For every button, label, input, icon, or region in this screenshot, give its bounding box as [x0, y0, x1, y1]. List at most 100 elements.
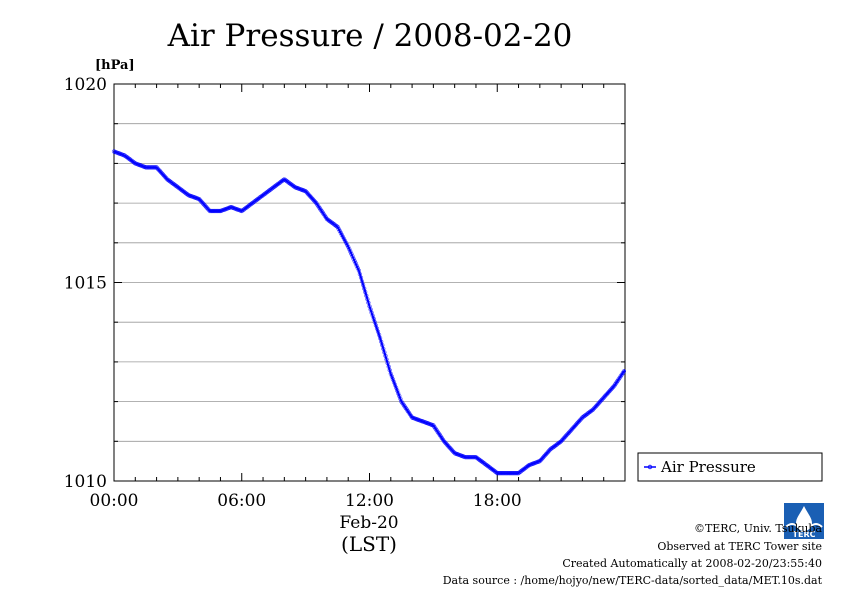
- series-point: [496, 471, 501, 476]
- series-point: [507, 471, 513, 476]
- y-tick-label-1010: 1010: [64, 472, 107, 492]
- series-point: [609, 387, 614, 392]
- series-point: [441, 439, 447, 444]
- series-point: [621, 369, 627, 374]
- series-point: [444, 441, 449, 446]
- series-point: [574, 421, 580, 426]
- series-point: [153, 165, 158, 170]
- series-point: [385, 361, 390, 366]
- series-point: [538, 457, 544, 463]
- series-point: [571, 424, 577, 430]
- series-point: [540, 455, 546, 460]
- series-point: [563, 434, 568, 439]
- series-point: [144, 165, 150, 170]
- y-tick-label-1015: 1015: [64, 274, 107, 294]
- series-point: [558, 439, 564, 444]
- series-point: [577, 419, 582, 424]
- series-point: [154, 165, 159, 170]
- y-tick-label-1020: 1020: [64, 75, 107, 95]
- legend-swatch-marker: [647, 464, 653, 470]
- series-point: [601, 395, 606, 400]
- y-tick-labels: 1010 1015 1020: [64, 75, 107, 492]
- series-point: [501, 471, 506, 476]
- series-point: [596, 401, 601, 406]
- series-point: [572, 423, 578, 428]
- series-point: [607, 388, 613, 393]
- series-point: [390, 377, 396, 382]
- series-point: [469, 455, 474, 460]
- series-point: [204, 205, 209, 210]
- x-tick-label-0000: 00:00: [90, 491, 139, 511]
- series-point: [347, 247, 352, 252]
- series-point: [157, 168, 162, 173]
- series-point: [387, 368, 392, 373]
- series-point: [305, 191, 310, 196]
- series-point: [511, 471, 516, 476]
- series-point: [610, 386, 615, 391]
- series-point: [351, 256, 356, 261]
- series-point: [363, 289, 368, 295]
- series-point: [463, 455, 468, 460]
- series-point: [207, 208, 212, 214]
- series-point: [355, 266, 360, 271]
- series-point: [590, 407, 596, 412]
- series-point: [291, 184, 297, 189]
- series-point: [564, 433, 569, 438]
- series-point: [595, 402, 600, 407]
- chart-title: Air Pressure / 2008-02-20: [167, 18, 573, 54]
- y-axis-label: [hPa]: [95, 58, 135, 73]
- series-point: [450, 448, 455, 453]
- series-point: [537, 459, 542, 464]
- series-point: [395, 388, 400, 393]
- series-point: [602, 394, 607, 399]
- series-point: [472, 455, 478, 460]
- series-point: [378, 336, 383, 341]
- series-point: [398, 396, 403, 401]
- series-point: [389, 374, 395, 379]
- series-point: [545, 450, 550, 455]
- series-point: [605, 390, 611, 396]
- series-point: [338, 230, 343, 235]
- series-point: [307, 193, 313, 199]
- footer-source: Data source : /home/hojyo/new/TERC-data/…: [442, 574, 822, 587]
- series-point: [345, 242, 350, 247]
- series-point: [337, 228, 342, 233]
- series-point: [349, 251, 354, 256]
- series-point: [504, 471, 509, 476]
- series-point: [392, 382, 398, 388]
- series-point: [544, 451, 549, 457]
- legend: Air Pressure: [637, 452, 823, 482]
- x-tick-label-1800: 18:00: [473, 491, 522, 511]
- series-point: [205, 206, 210, 211]
- series-point: [443, 440, 448, 445]
- series-point: [594, 403, 599, 409]
- series-point: [352, 259, 357, 264]
- series-point: [499, 471, 504, 476]
- series-point: [160, 172, 166, 177]
- series-point: [502, 471, 507, 476]
- series-point: [197, 197, 202, 202]
- series-point: [132, 160, 137, 165]
- series-point: [311, 197, 316, 202]
- series-point: [468, 455, 473, 460]
- x-axis-label: (LST): [341, 532, 397, 556]
- series-point: [611, 384, 616, 390]
- series-point: [381, 346, 386, 351]
- series-point: [312, 198, 317, 203]
- series-point: [155, 166, 160, 171]
- series-point: [143, 165, 148, 170]
- series-point: [148, 165, 153, 170]
- logo-wave-icon: [785, 523, 823, 531]
- series-point: [202, 203, 207, 208]
- series-point: [465, 455, 470, 460]
- series-point: [340, 234, 346, 239]
- series-point: [346, 244, 351, 249]
- series-point: [541, 454, 547, 459]
- series-point: [151, 165, 156, 170]
- series-point: [213, 208, 218, 214]
- series-point: [159, 171, 164, 176]
- series-point: [448, 446, 453, 451]
- series-point: [203, 204, 208, 209]
- series-point: [543, 453, 548, 458]
- series-point: [342, 238, 348, 243]
